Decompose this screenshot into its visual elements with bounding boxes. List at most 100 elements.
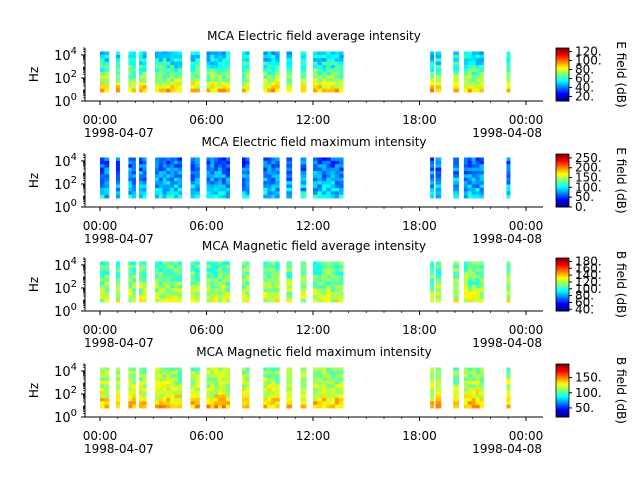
spectrogram-cell	[218, 271, 223, 276]
spectrogram-cell	[286, 160, 293, 165]
spectrogram-cell	[158, 278, 164, 283]
spectrogram-cell	[330, 164, 336, 169]
spectrogram-cell	[435, 261, 442, 266]
y-axis-label: Hz	[27, 383, 41, 398]
colorbar-step	[556, 411, 569, 414]
spectrogram-cell	[218, 404, 223, 409]
spectrogram-cell	[214, 261, 219, 266]
spectrogram-cell	[271, 174, 276, 179]
colorbar-label: B field (dB)	[614, 251, 628, 318]
spectrogram-cell	[471, 64, 476, 69]
spectrogram-cell	[115, 191, 120, 196]
spectrogram-cell	[221, 85, 227, 90]
spectrogram-cell	[467, 370, 473, 375]
spectrogram-cell	[435, 274, 442, 279]
spectrogram-cell	[206, 177, 211, 182]
colorbar-step	[556, 402, 569, 405]
spectrogram-cell	[267, 54, 272, 59]
spectrogram-cell	[210, 194, 215, 199]
colorbar-step	[556, 297, 569, 300]
spectrogram-cell	[430, 174, 435, 179]
spectrogram-cell	[326, 164, 332, 169]
spectrogram-cell	[453, 394, 459, 399]
spectrogram-cell	[471, 285, 476, 289]
spectrogram-cell	[225, 78, 230, 83]
spectrogram-cell	[471, 391, 476, 395]
spectrogram-cell	[242, 194, 246, 199]
spectrogram-cell	[467, 394, 473, 399]
spectrogram-cell	[100, 271, 105, 276]
colorbar-step	[556, 89, 569, 91]
spectrogram-cell	[128, 387, 133, 392]
spectrogram-cell	[206, 81, 211, 86]
spectrogram-cell	[471, 397, 476, 402]
spectrogram-cell	[300, 370, 307, 375]
colorbar-step	[556, 187, 569, 189]
spectrogram-cell	[430, 397, 435, 402]
spectrogram-cell	[435, 384, 442, 389]
spectrogram-cell	[115, 81, 120, 86]
spectrogram-cell	[131, 157, 136, 162]
spectrogram-cell	[218, 397, 223, 402]
spectrogram-cell	[225, 75, 230, 79]
spectrogram-cell	[166, 374, 171, 379]
spectrogram-cell	[330, 401, 336, 406]
spectrogram-cell	[139, 271, 143, 276]
spectrogram-cell	[115, 85, 120, 90]
spectrogram-cell	[275, 291, 280, 296]
colorbar-step	[556, 390, 569, 393]
spectrogram-cell	[275, 401, 280, 406]
spectrogram-cell	[218, 298, 223, 303]
spectrogram-cell	[225, 271, 230, 276]
spectrogram-cell	[300, 88, 307, 93]
spectrogram-cell	[142, 184, 147, 189]
spectrogram-cell	[435, 281, 442, 286]
spectrogram-cell	[225, 68, 230, 73]
spectrogram-cell	[128, 160, 133, 165]
spectrogram-cell	[194, 194, 200, 199]
spectrogram-cell	[177, 187, 183, 192]
x-tick-label: 00:00	[83, 323, 118, 337]
spectrogram-cell	[330, 184, 336, 189]
spectrogram-cell	[334, 274, 340, 279]
spectrogram-cell	[317, 377, 323, 382]
spectrogram-cell	[453, 71, 459, 76]
spectrogram-cell	[317, 291, 323, 296]
spectrogram-cell	[245, 374, 250, 379]
spectrogram-cell	[170, 184, 175, 189]
spectrogram-cell	[174, 394, 179, 399]
spectrogram-cell	[155, 394, 160, 399]
spectrogram-cell	[177, 170, 183, 175]
spectrogram-cell	[471, 281, 476, 286]
spectrogram-cell	[430, 401, 435, 406]
spectrogram-cell	[300, 387, 307, 392]
spectrogram-cell	[170, 194, 175, 199]
spectrogram-cell	[221, 68, 227, 73]
spectrogram-cell	[245, 394, 250, 399]
spectrogram-cell	[115, 167, 120, 172]
spectrogram-cell	[131, 85, 136, 90]
spectrogram-cell	[339, 54, 344, 59]
spectrogram-cell	[131, 268, 136, 273]
spectrogram-cell	[245, 380, 250, 385]
spectrogram-cell	[225, 281, 230, 286]
spectrogram-cell	[177, 291, 183, 296]
spectrogram-cell	[245, 51, 250, 56]
spectrogram-cell	[313, 64, 318, 69]
spectrogram-cell	[475, 374, 480, 379]
spectrogram-cell	[275, 394, 280, 399]
spectrogram-cell	[334, 157, 340, 162]
spectrogram-cell	[506, 295, 511, 300]
spectrogram-cell	[330, 68, 336, 73]
spectrogram-cell	[128, 58, 133, 63]
spectrogram-cell	[177, 164, 183, 169]
spectrogram-cell	[463, 380, 469, 385]
colorbar-step	[556, 155, 569, 158]
spectrogram-cell	[479, 51, 484, 56]
spectrogram-cell	[275, 78, 280, 83]
spectrogram-cell	[467, 157, 473, 162]
spectrogram-cell	[300, 377, 307, 382]
spectrogram-cell	[435, 88, 442, 93]
spectrogram-cell	[271, 268, 276, 273]
colorbar-step	[556, 165, 569, 168]
